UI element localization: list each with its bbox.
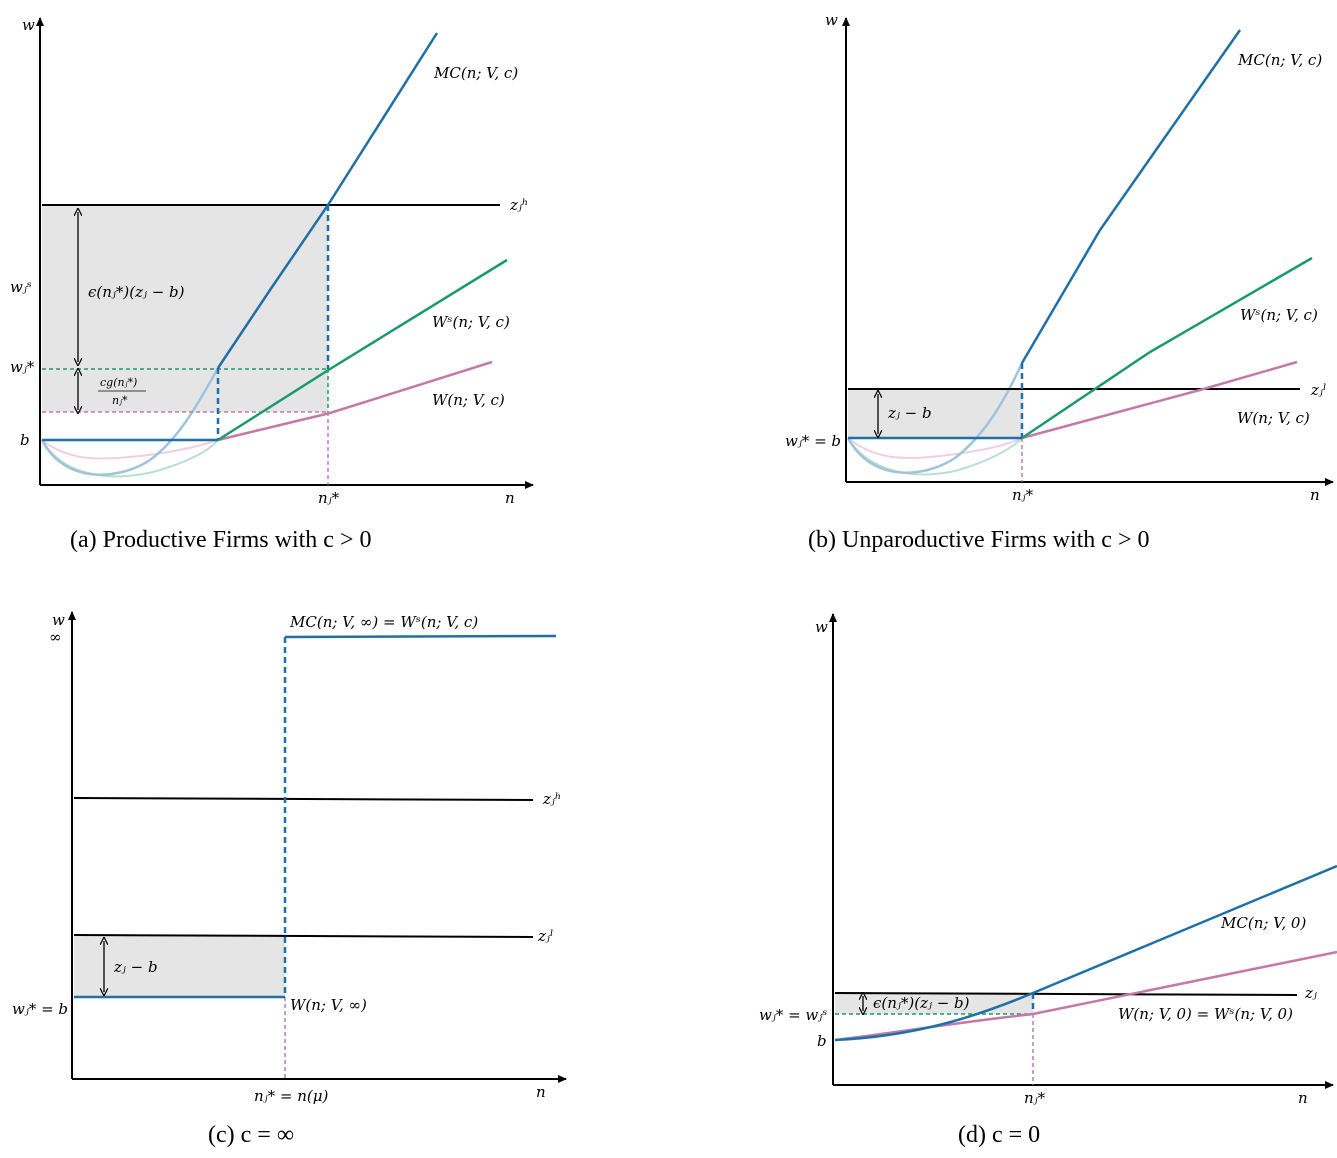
ws-curve-faint — [847, 437, 1023, 476]
w-label: W(n; V, c) — [1237, 409, 1310, 427]
panel-a: w n MC(n; V, c) Wˢ(n; V, c) W(n; V, c) z… — [10, 16, 534, 553]
w-curve-faint — [847, 437, 1023, 460]
y-infinity: ∞ — [49, 628, 62, 646]
x-axis-label: n — [505, 489, 515, 507]
bracket-bottom-den: nⱼ* — [112, 394, 128, 407]
x-axis-label: n — [1298, 1089, 1308, 1107]
y-axis-label: w — [815, 618, 828, 636]
caption-b: (b) Unparoductive Firms with c > 0 — [808, 527, 1149, 553]
b-tick: b — [817, 1032, 827, 1050]
x-axis-label: n — [536, 1083, 546, 1101]
ws-curve — [217, 258, 508, 442]
shaded-area — [42, 206, 328, 412]
n-tick: nⱼ* — [1024, 1089, 1046, 1107]
ws-label: Wˢ(n; V, c) — [432, 313, 510, 331]
bracket-label: ϵ(nⱼ*)(zⱼ − b) — [873, 994, 970, 1012]
mc-label: MC(n; V, ∞) = Wˢ(n; V, c) — [289, 613, 478, 631]
mc-curve — [1020, 29, 1242, 364]
ws-tick: wⱼˢ — [10, 278, 32, 296]
z-label: zⱼ — [1304, 984, 1317, 1002]
wstar-tick: wⱼ* — [10, 358, 35, 376]
mc-curve-faint — [846, 362, 1024, 474]
n-tick: nⱼ* — [318, 489, 340, 507]
mc-label: MC(n; V, c) — [1237, 51, 1322, 69]
bracket-bottom-num: cg(nⱼ*) — [100, 376, 137, 389]
shaded-area — [74, 936, 285, 997]
mc-curve — [834, 864, 1337, 1042]
mc-label: MC(n; V, c) — [433, 64, 518, 82]
mc-curve-faint — [40, 367, 220, 476]
wstar-tick: wⱼ* = wⱼˢ — [759, 1006, 827, 1024]
mc-curve — [216, 32, 439, 369]
zl-line — [73, 934, 534, 938]
wstar-tick: wⱼ* = b — [12, 1000, 68, 1018]
bracket-label: zⱼ − b — [887, 404, 932, 422]
ws-label: Wˢ(n; V, c) — [1240, 306, 1318, 324]
ws-curve-faint — [41, 439, 219, 478]
panel-d: w n MC(n; V, 0) W(n; V, 0) = Wˢ(n; V, 0)… — [759, 613, 1337, 1148]
zh-label: zⱼʰ — [542, 790, 561, 808]
zh-line — [73, 797, 534, 801]
n-tick: nⱼ* = n(μ) — [254, 1087, 328, 1105]
w-curve-faint — [41, 439, 219, 460]
zl-label: zⱼˡ — [1310, 381, 1327, 399]
shaded-area — [835, 993, 1033, 1014]
w-label: W(n; V, ∞) — [290, 996, 367, 1014]
w-curve — [1021, 360, 1298, 440]
n-tick: nⱼ* — [1012, 486, 1034, 504]
zl-label: zⱼˡ — [537, 927, 554, 945]
mc-label: MC(n; V, 0) — [1220, 914, 1306, 932]
panel-c: w ∞ n MC(n; V, ∞) = Wˢ(n; V, c) W(n; V, … — [12, 611, 567, 1148]
zh-label: zⱼʰ — [509, 196, 528, 214]
w-label: W(n; V, c) — [432, 391, 505, 409]
caption-d: (d) c = 0 — [958, 1122, 1040, 1148]
y-axis-label: w — [825, 11, 838, 29]
b-tick: b — [20, 431, 30, 449]
y-axis-label: w — [22, 16, 35, 34]
z-line — [834, 992, 1298, 996]
panel-b: w n MC(n; V, c) Wˢ(n; V, c) W(n; V, c) z… — [785, 11, 1334, 553]
bracket-label: zⱼ − b — [113, 958, 158, 976]
y-axis-label: w — [52, 611, 65, 629]
w-label: W(n; V, 0) = Wˢ(n; V, 0) — [1118, 1005, 1293, 1023]
shaded-area — [848, 389, 1023, 438]
caption-c: (c) c = ∞ — [208, 1122, 294, 1148]
x-axis-label: n — [1310, 486, 1320, 504]
wstar-tick: wⱼ* = b — [785, 432, 841, 450]
mc-curve — [284, 634, 557, 639]
caption-a: (a) Productive Firms with c > 0 — [70, 527, 372, 553]
w-curve — [217, 360, 493, 442]
bracket-top-label: ϵ(nⱼ*)(zⱼ − b) — [88, 283, 185, 301]
ws-curve — [1021, 256, 1313, 440]
